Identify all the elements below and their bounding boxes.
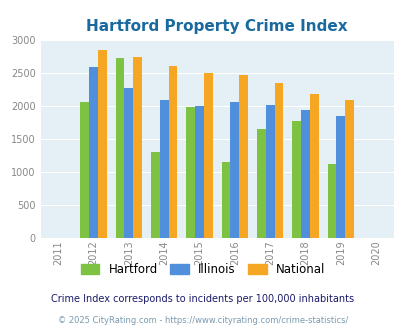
Bar (98, 50, 107, 238)
Text: © 2025 CityRating.com - https://www.cityrating.com/crime-statistics/: © 2025 CityRating.com - https://www.city… (58, 315, 347, 325)
Bar (292, 121, 301, 238)
Bar (124, 88, 133, 238)
Bar (160, 100, 168, 238)
Bar (168, 66, 177, 238)
Bar (336, 115, 344, 238)
Bar (203, 73, 212, 238)
Title: Hartford Property Crime Index: Hartford Property Crime Index (86, 19, 347, 34)
Bar (151, 152, 160, 238)
Bar (239, 75, 247, 238)
Bar (195, 106, 203, 238)
Legend: Hartford, Illinois, National: Hartford, Illinois, National (76, 258, 329, 281)
Bar (221, 162, 230, 238)
Bar (133, 57, 142, 238)
Bar (344, 100, 353, 238)
Bar (256, 129, 265, 238)
Bar (89, 67, 98, 238)
Bar (274, 82, 283, 238)
Bar (327, 164, 336, 238)
Bar (265, 105, 274, 238)
Bar (301, 110, 309, 238)
Bar (309, 94, 318, 238)
Text: Crime Index corresponds to incidents per 100,000 inhabitants: Crime Index corresponds to incidents per… (51, 294, 354, 304)
Bar (80, 102, 89, 238)
Bar (230, 102, 239, 238)
Bar (115, 58, 124, 238)
Bar (186, 107, 195, 238)
